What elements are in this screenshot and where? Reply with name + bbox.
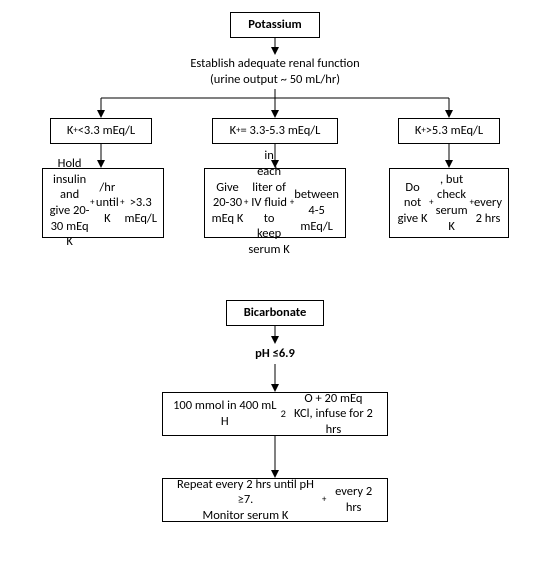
k-high-condition: K+>5.3 mEq/L: [398, 118, 500, 144]
renal-function-text: Establish adequate renal function (urine…: [190, 56, 359, 87]
ph-condition: pH ≤6.9: [245, 344, 305, 364]
k-mid-condition: K+= 3.3-5.3 mEq/L: [212, 118, 338, 144]
k-mid-action: Give 20-30 mEq K+ ineach liter of IV flu…: [204, 168, 346, 238]
k-high-action: Do not give K+, butcheck serum K+every 2…: [389, 168, 509, 238]
bicarbonate-dose: 100 mmol in 400 mL H2O + 20 mEqKCl, infu…: [162, 392, 388, 436]
renal-function-note: Establish adequate renal function (urine…: [150, 55, 400, 89]
bicarbonate-repeat: Repeat every 2 hrs until pH ≥7.Monitor s…: [162, 478, 388, 522]
potassium-header: Potassium: [230, 12, 320, 38]
k-low-condition: K+<3.3 mEq/L: [50, 118, 152, 144]
k-low-action: Hold insulin andgive 20-30 mEqK+/hr unti…: [42, 168, 164, 238]
bicarbonate-header: Bicarbonate: [226, 300, 324, 326]
